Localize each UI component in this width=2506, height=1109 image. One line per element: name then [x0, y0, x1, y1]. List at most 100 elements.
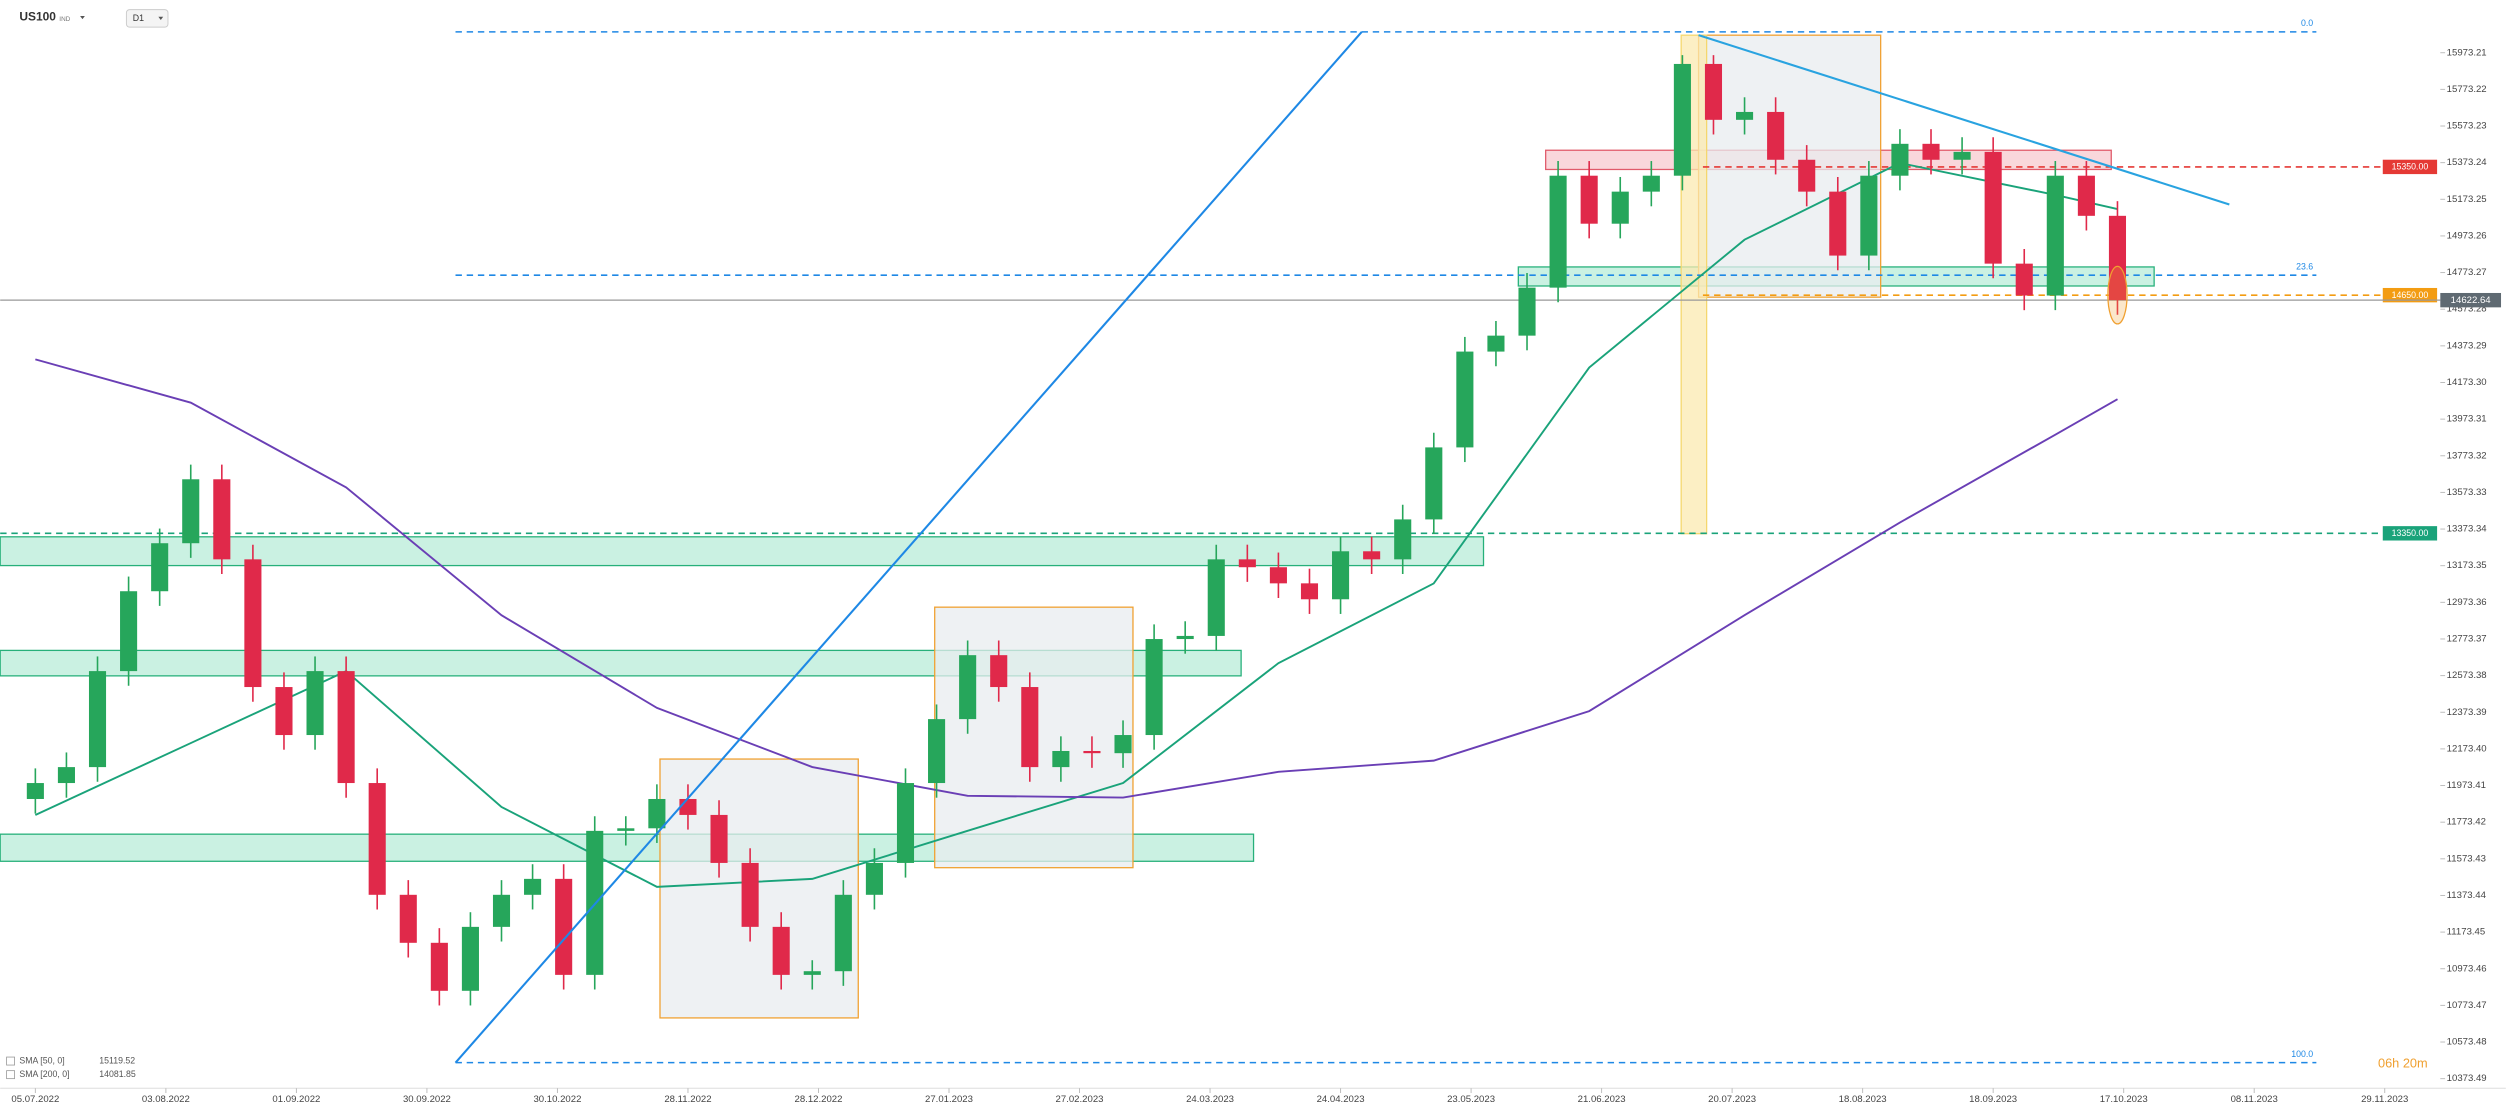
- level-tag: [2382, 159, 2438, 175]
- candle-body: [865, 862, 883, 895]
- x-tick-label: 18.08.2023: [1839, 1094, 1887, 1105]
- y-tick-label: 14973.26: [2447, 230, 2487, 241]
- candle-body: [1518, 287, 1536, 336]
- x-tick-label: 28.12.2022: [795, 1094, 843, 1105]
- timeframe-select[interactable]: [125, 9, 169, 28]
- timeframe-caret[interactable]: [158, 16, 164, 20]
- x-tick-label: 30.10.2022: [533, 1094, 581, 1105]
- y-tick-label: 15173.25: [2447, 194, 2487, 205]
- candle-body: [617, 828, 635, 831]
- x-tick-label: 20.07.2023: [1708, 1094, 1756, 1105]
- candle-body: [959, 655, 977, 720]
- y-tick-label: 11973.41: [2447, 780, 2486, 791]
- y-tick-label: 13573.33: [2447, 487, 2487, 498]
- candle-body: [2046, 175, 2064, 296]
- x-tick-label: 17.10.2023: [2100, 1094, 2148, 1105]
- candle-body: [990, 655, 1008, 688]
- candle-body: [1611, 191, 1629, 224]
- candle-body: [244, 559, 262, 688]
- candle-body: [1860, 175, 1878, 256]
- candle-body: [1207, 559, 1225, 636]
- candle-body: [1984, 151, 2002, 264]
- y-tick-label: 14573.28: [2447, 304, 2487, 315]
- sma-line: [35, 358, 2118, 799]
- y-tick-label: 14373.29: [2447, 340, 2487, 351]
- level-label: 14650.00: [2392, 290, 2429, 300]
- candle-body: [461, 926, 479, 991]
- x-tick-label: 18.09.2023: [1969, 1094, 2017, 1105]
- candle-body: [1736, 111, 1754, 120]
- y-tick-label: 11173.45: [2447, 927, 2486, 938]
- candle-body: [741, 862, 759, 927]
- timeframe[interactable]: D1: [133, 13, 144, 23]
- candle-body: [1145, 639, 1163, 736]
- candle-body: [1394, 519, 1412, 560]
- legend-value: 14081.85: [99, 1069, 136, 1079]
- candle-body: [1456, 351, 1474, 448]
- trendline: [454, 31, 1363, 1064]
- candle-body: [555, 878, 573, 975]
- candle-body: [1269, 567, 1287, 584]
- candle-body: [213, 479, 231, 560]
- candle-body: [1549, 175, 1567, 288]
- plot-area: 0.0 23.6 100.0 15350.00 14650.00 13350.00 1597…: [0, 18, 2506, 1105]
- candle-body: [306, 671, 324, 736]
- legend-name: SMA [200, 0]: [19, 1069, 69, 1079]
- candle-body: [2077, 175, 2095, 216]
- y-tick-label: 12373.39: [2447, 707, 2487, 718]
- legend-icon: [6, 1056, 15, 1066]
- x-tick-label: 01.09.2022: [272, 1094, 320, 1105]
- x-tick-label: 05.07.2022: [11, 1094, 59, 1105]
- y-tick-label: 12573.38: [2447, 670, 2487, 681]
- y-tick-label: 11373.44: [2447, 890, 2487, 901]
- candle-body: [120, 591, 138, 672]
- candle-body: [928, 719, 946, 784]
- candle-body: [1642, 175, 1660, 192]
- candle-body: [430, 942, 448, 991]
- candle-body: [1891, 143, 1909, 176]
- x-tick-label: 27.01.2023: [925, 1094, 973, 1105]
- candle-body: [57, 767, 75, 784]
- x-tick-label: 03.08.2022: [142, 1094, 190, 1105]
- candle-body: [648, 798, 666, 829]
- y-tick-label: 12973.36: [2447, 597, 2487, 608]
- candle-body: [151, 543, 169, 592]
- sma-line: [34, 161, 2118, 888]
- candle-body: [1673, 63, 1691, 176]
- symbol-caret[interactable]: [80, 15, 85, 20]
- fib-label: 23.6: [2296, 262, 2313, 272]
- y-tick-label: 13373.34: [2447, 524, 2488, 535]
- candle-body: [679, 798, 697, 815]
- candle-body: [1829, 191, 1847, 256]
- candle-body: [275, 687, 293, 736]
- x-tick-label: 24.04.2023: [1317, 1094, 1365, 1105]
- candle-body: [1922, 143, 1940, 160]
- y-tick-label: 12773.37: [2447, 634, 2487, 645]
- candle-body: [492, 894, 511, 927]
- y-tick-label: 10773.47: [2447, 1000, 2487, 1011]
- x-tick-label: 30.09.2022: [403, 1094, 451, 1105]
- y-tick-label: 13773.32: [2447, 450, 2487, 461]
- level-tag: [2382, 287, 2438, 303]
- legend-icon: [6, 1070, 15, 1080]
- x-tick-label: 08.11.2023: [2231, 1094, 2278, 1105]
- fib-label: 100.0: [2291, 1049, 2313, 1059]
- x-tick-label: 21.06.2023: [1578, 1094, 1626, 1105]
- x-tick-label: 27.02.2023: [1056, 1094, 1104, 1105]
- candle-body: [88, 671, 107, 768]
- x-tick-label: 28.11.2022: [664, 1094, 711, 1105]
- candle-body: [1704, 63, 1723, 120]
- y-tick-label: 15373.24: [2447, 157, 2488, 168]
- x-tick-label: 24.03.2023: [1186, 1094, 1234, 1105]
- candle-body: [1487, 335, 1505, 352]
- zone: [659, 758, 859, 1019]
- marker: [2107, 265, 2128, 325]
- candle-body: [1363, 551, 1381, 560]
- candle-body: [803, 971, 821, 975]
- x-tick-label: 29.11.2023: [2361, 1094, 2408, 1105]
- fib-label: 0.0: [2301, 18, 2313, 28]
- y-tick-label: 15773.22: [2447, 84, 2487, 95]
- zone: [1680, 34, 1708, 535]
- y-tick-label: 11773.42: [2447, 817, 2486, 828]
